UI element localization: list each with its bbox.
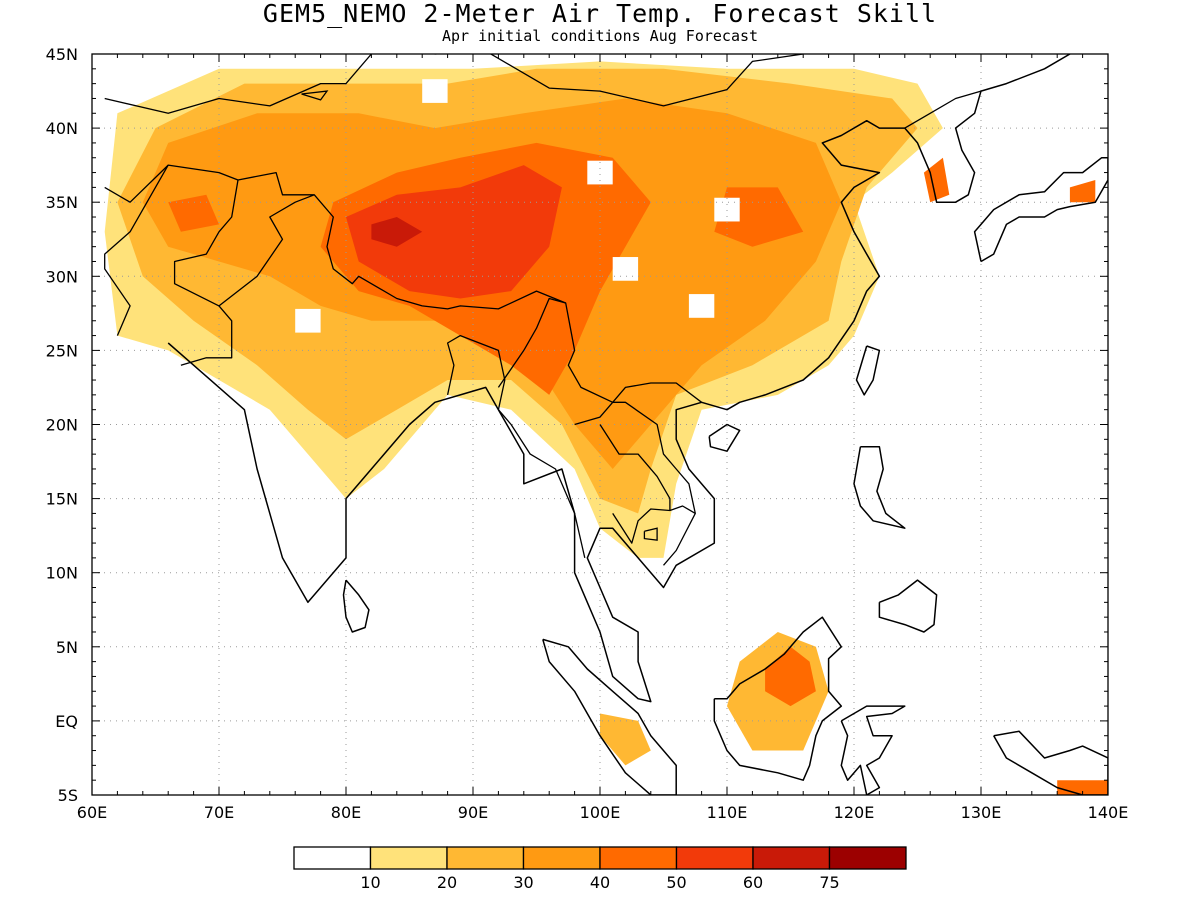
lon-label: 120E (834, 803, 875, 822)
country-border (173, 179, 239, 307)
latitude-labels: 45N 40N 35N 30N 25N 20N 15N 10N 5N EQ 5S (46, 45, 78, 805)
lat-label: 45N (46, 45, 78, 64)
low-skill-patches (295, 79, 740, 333)
coastline-japan (973, 156, 1108, 263)
lat-label: 5N (56, 638, 78, 657)
colorbar-label: 60 (743, 873, 763, 892)
skill-region-level-6 (371, 217, 423, 247)
longitude-labels: 60E 70E 80E 90E 100E 110E 120E 130E 140E (77, 803, 1129, 822)
lake-outline (643, 527, 658, 541)
coastline-newguinea (993, 730, 1108, 795)
coastline-taiwan (855, 345, 881, 396)
colorbar-label: 10 (360, 873, 380, 892)
low-skill-patch (688, 294, 715, 318)
coastline-luzon (853, 445, 906, 529)
coastline-hainan (708, 423, 741, 452)
skill-region-level-4 (923, 157, 950, 203)
title-block: GEM5_NEMO 2-Meter Air Temp. Forecast Ski… (0, 0, 1200, 44)
coastline-srilanka (342, 579, 370, 633)
country-border (612, 505, 696, 544)
low-skill-patch (612, 257, 639, 281)
country-border (434, 54, 804, 107)
coastline-layer (104, 54, 1108, 795)
colorbar-swatch (522, 846, 601, 870)
coastline-sumatra (542, 638, 677, 795)
colorbar-label: 30 (513, 873, 533, 892)
low-skill-patch (714, 197, 740, 222)
colorbar-swatch (293, 846, 372, 870)
country-border (446, 334, 506, 410)
country-border (599, 424, 671, 511)
colorbar-swatch (752, 846, 831, 870)
lat-label: 40N (46, 119, 78, 138)
country-border (497, 409, 586, 559)
map-title: GEM5_NEMO 2-Meter Air Temp. Forecast Ski… (262, 0, 938, 28)
colorbar-swatch (675, 846, 754, 870)
country-border (574, 401, 696, 566)
axis-ticks (91, 53, 1109, 796)
country-border (180, 194, 315, 366)
colorbar-swatch (828, 846, 907, 870)
lake-outline (301, 90, 329, 101)
lon-label: 80E (331, 803, 361, 822)
lon-label: 140E (1088, 803, 1129, 822)
colorbar-swatch (446, 846, 525, 870)
country-border (104, 164, 702, 403)
low-skill-patch (587, 160, 613, 185)
lon-label: 70E (204, 803, 234, 822)
country-border (904, 90, 982, 129)
colorbar-label: 50 (666, 873, 686, 892)
country-border (104, 164, 169, 336)
colorbar-label: 40 (590, 873, 610, 892)
lat-label: 5S (58, 786, 78, 805)
lat-label: 20N (46, 416, 78, 435)
colorbar-labels: 10 20 30 40 50 60 75 (360, 873, 839, 892)
colorbar-swatch (369, 846, 448, 870)
lat-label: 25N (46, 341, 78, 360)
skill-region-level-5 (346, 165, 562, 299)
coastline-sulawesi (840, 705, 906, 795)
lat-label: 15N (46, 490, 78, 509)
low-skill-patch (295, 308, 321, 333)
colorbar-swatch (599, 846, 678, 870)
skill-region-level-4 (765, 646, 816, 707)
country-border (497, 297, 566, 388)
skill-region-level-4 (1069, 180, 1096, 203)
low-skill-patch (422, 79, 448, 103)
lat-label: 30N (46, 267, 78, 286)
lat-label: EQ (55, 712, 78, 731)
coastline-india (167, 54, 1071, 703)
colorbar-label: 20 (437, 873, 457, 892)
colorbar (293, 846, 907, 870)
lon-label: 90E (458, 803, 488, 822)
skill-region-level-2 (600, 713, 651, 766)
skill-region-level-4 (168, 194, 219, 232)
coastline-borneo (713, 616, 843, 781)
skill-shading-layer (104, 61, 1108, 795)
lat-label: 35N (46, 193, 78, 212)
lon-label: 130E (961, 803, 1002, 822)
lat-label: 10N (46, 564, 78, 583)
lon-label: 60E (77, 803, 107, 822)
lon-label: 110E (707, 803, 748, 822)
colorbar-label: 75 (819, 873, 839, 892)
map-subtitle: Apr initial conditions Aug Forecast (441, 27, 759, 45)
coastline-mindanao (878, 579, 938, 633)
country-border (104, 54, 372, 114)
lon-label: 100E (580, 803, 621, 822)
